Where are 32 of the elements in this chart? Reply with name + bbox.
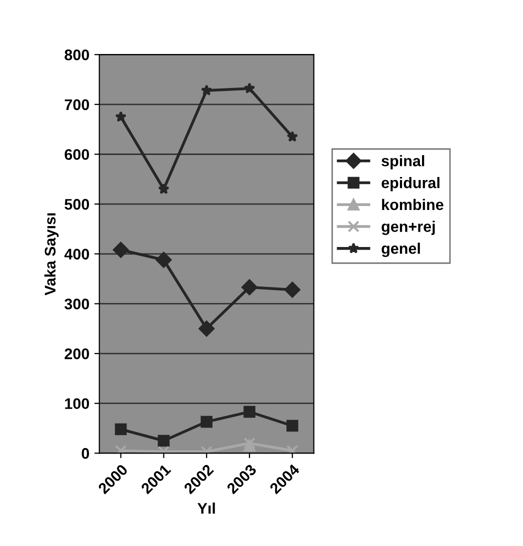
y-tick-label: 600 <box>64 149 90 160</box>
legend-label: gen+rej <box>382 220 435 236</box>
point <box>112 242 129 258</box>
point <box>286 130 298 142</box>
point <box>198 320 215 337</box>
y-tick-label: 200 <box>64 348 90 360</box>
point <box>284 282 300 298</box>
point <box>156 252 172 268</box>
y-axis-title: Vaka Sayısı <box>44 213 59 296</box>
y-tick-label: 800 <box>64 49 90 60</box>
point <box>286 420 298 432</box>
point <box>158 183 170 194</box>
point <box>200 84 212 96</box>
point <box>115 110 126 122</box>
y-tick-label: 300 <box>64 298 90 310</box>
point <box>244 437 256 450</box>
x-axis-title: Yıl <box>198 502 215 514</box>
legend-label: genel <box>382 242 420 258</box>
y-tick-label: 700 <box>64 99 90 110</box>
legend-label: epidural <box>382 176 440 192</box>
point <box>242 279 258 296</box>
legend-label: kombine <box>382 198 444 210</box>
point <box>158 434 170 447</box>
y-tick-label: 500 <box>64 198 90 210</box>
point <box>200 416 212 428</box>
point <box>244 82 256 94</box>
point <box>114 423 127 436</box>
y-tick-label: 100 <box>65 398 90 410</box>
point <box>244 406 256 418</box>
y-tick-label: 400 <box>64 248 90 260</box>
y-tick-label: 0 <box>82 448 90 459</box>
legend-label: spinal <box>382 155 424 170</box>
